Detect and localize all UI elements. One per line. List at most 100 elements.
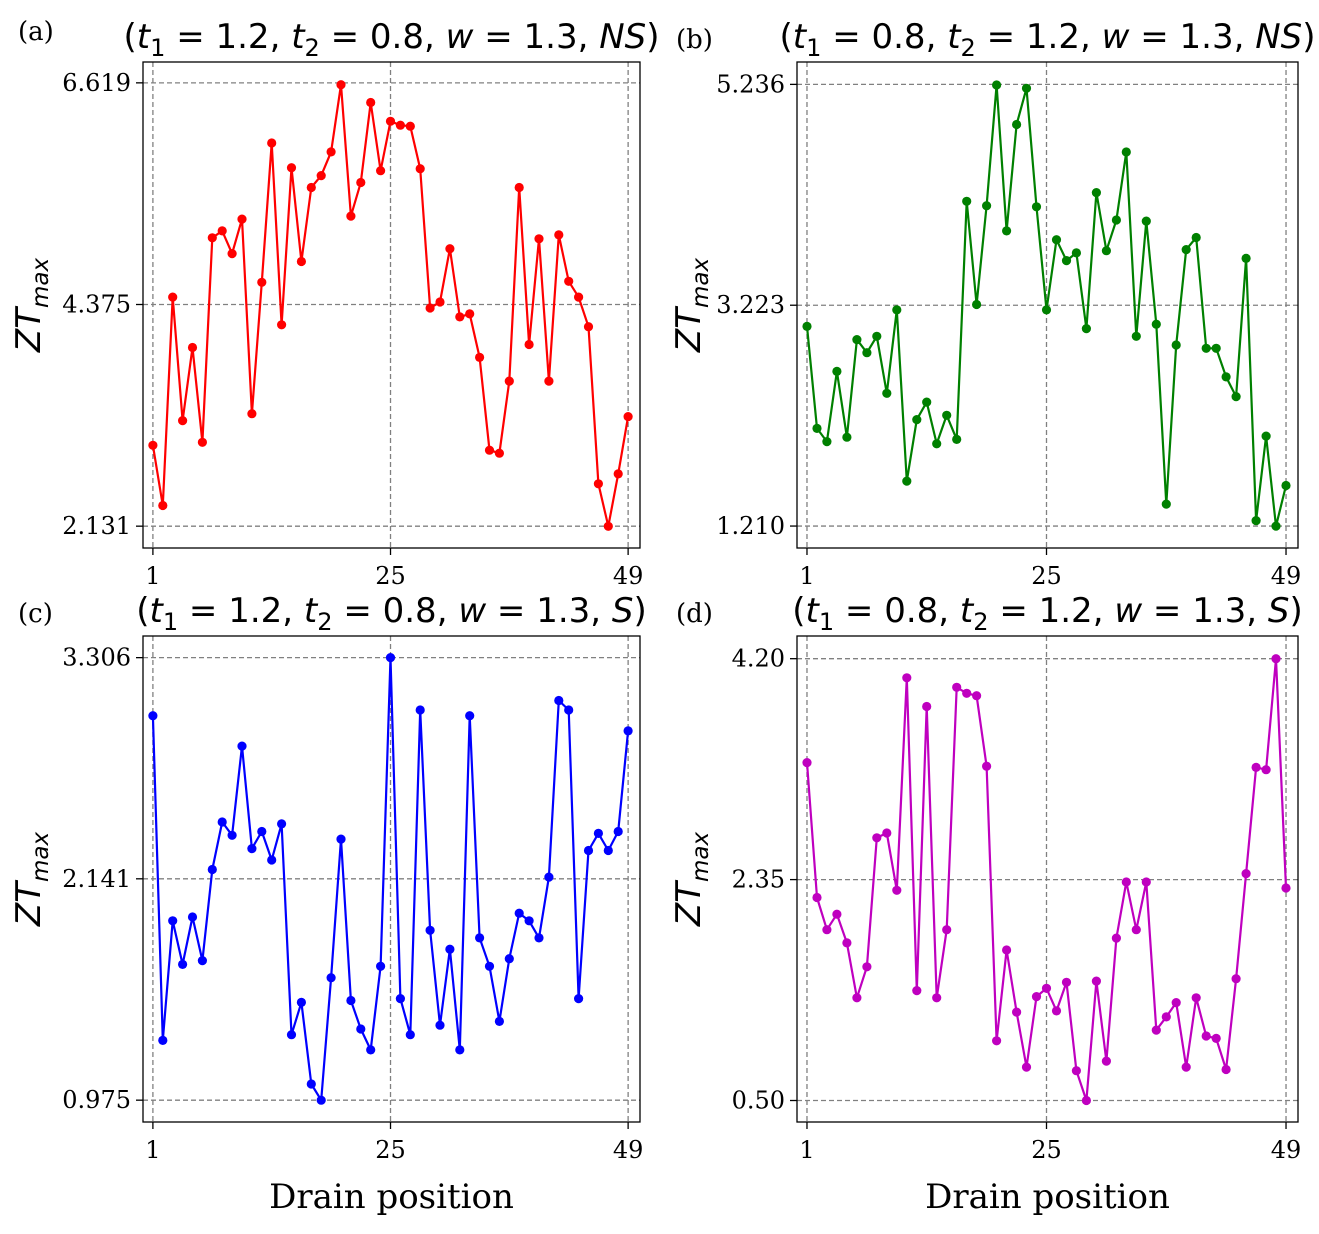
data-point (554, 230, 564, 240)
data-point (1071, 248, 1081, 258)
data-point (178, 959, 188, 970)
title-part: w (1102, 17, 1130, 57)
data-point (1221, 372, 1231, 382)
title-part: S (1268, 591, 1290, 631)
x-tick-label: 49 (613, 562, 644, 590)
panel-title: (t1 = 1.2, t2 = 0.8, w = 1.3, S) (136, 591, 647, 636)
data-point (1271, 521, 1281, 531)
data-point (484, 445, 495, 455)
data-point (227, 249, 237, 259)
axes-frame (796, 61, 1299, 549)
data-point (534, 234, 544, 244)
data-point (465, 711, 475, 721)
data-point (942, 410, 952, 420)
title-part: = 1.3, (1142, 591, 1268, 631)
data-point (942, 925, 952, 935)
y-tick-label: 2.35 (732, 866, 785, 894)
title-part: 1 (150, 34, 165, 62)
data-point (168, 916, 178, 926)
data-point (1171, 340, 1181, 350)
data-point (1201, 343, 1211, 353)
data-point (1101, 246, 1111, 256)
data-point (1121, 877, 1131, 887)
title-part: 2 (317, 608, 332, 636)
title-part: S (612, 591, 634, 631)
data-point (1021, 1062, 1032, 1072)
data-point (158, 1035, 168, 1045)
data-point (395, 994, 405, 1004)
data-point (613, 469, 623, 479)
data-point (902, 673, 912, 683)
data-point (603, 845, 613, 856)
x-tick-label: 1 (145, 1136, 160, 1164)
data-point (822, 437, 832, 447)
y-axis-label: ZTmax (669, 258, 714, 354)
data-point (1251, 762, 1261, 773)
data-point (1061, 256, 1072, 266)
data-point (972, 299, 982, 310)
data-point (1191, 993, 1201, 1003)
data-point (1201, 1031, 1211, 1041)
data-point (286, 163, 297, 173)
data-point (306, 1079, 316, 1089)
data-point (405, 121, 415, 131)
data-point (862, 348, 872, 358)
data-point (1171, 998, 1181, 1008)
data-point (1111, 933, 1121, 943)
x-tick-label: 1 (145, 562, 160, 590)
title-part: 1 (163, 608, 178, 636)
data-point (1031, 992, 1042, 1002)
data-point (247, 844, 257, 854)
panel-b: (b) (t1 = 0.8, t2 = 1.2, w = 1.3, NS)1.21… (669, 17, 1316, 590)
title-part: ( (780, 17, 793, 57)
data-point (1002, 226, 1012, 236)
data-point (1271, 654, 1281, 664)
data-point (623, 412, 633, 422)
y-tick-label: 2.131 (62, 512, 131, 540)
y-axis-label: ZTmax (9, 258, 54, 354)
data-point (445, 244, 455, 254)
data-point (1181, 245, 1191, 255)
data-point (593, 479, 604, 489)
data-point (992, 80, 1002, 90)
data-point (882, 828, 892, 838)
y-axis-label-sub: max (28, 832, 54, 882)
data-point (207, 864, 217, 875)
data-point (1131, 331, 1141, 341)
data-point (197, 437, 207, 447)
data-point (1181, 1062, 1191, 1072)
title-part: t (947, 17, 962, 57)
title-part: ) (646, 17, 659, 57)
data-point (356, 1024, 366, 1034)
data-point (1091, 188, 1101, 198)
title-part: = 1.3, (486, 591, 612, 631)
x-tick-label: 25 (1031, 562, 1062, 590)
data-point (613, 826, 623, 837)
data-point (376, 961, 386, 971)
title-part: 2 (305, 34, 320, 62)
data-point (852, 335, 862, 345)
data-point (802, 758, 812, 768)
x-tick-label: 1 (799, 562, 814, 590)
data-point (832, 909, 842, 919)
y-tick-label: 1.210 (716, 512, 785, 540)
data-point (603, 521, 613, 531)
title-part: = 1.2, (165, 17, 291, 57)
data-point (1161, 1012, 1171, 1022)
data-point (1041, 983, 1052, 993)
data-point (385, 653, 396, 663)
data-point (336, 80, 346, 90)
y-tick-label: 4.375 (62, 291, 131, 319)
data-point (802, 321, 812, 331)
title-part: t (291, 17, 306, 57)
data-point (267, 138, 277, 148)
data-point (1111, 215, 1121, 225)
data-point (1231, 974, 1241, 984)
data-point (385, 116, 396, 126)
data-point (932, 993, 942, 1003)
data-point (1012, 1007, 1022, 1017)
data-point (972, 691, 982, 701)
data-point (326, 147, 336, 157)
title-part: t (805, 591, 820, 631)
